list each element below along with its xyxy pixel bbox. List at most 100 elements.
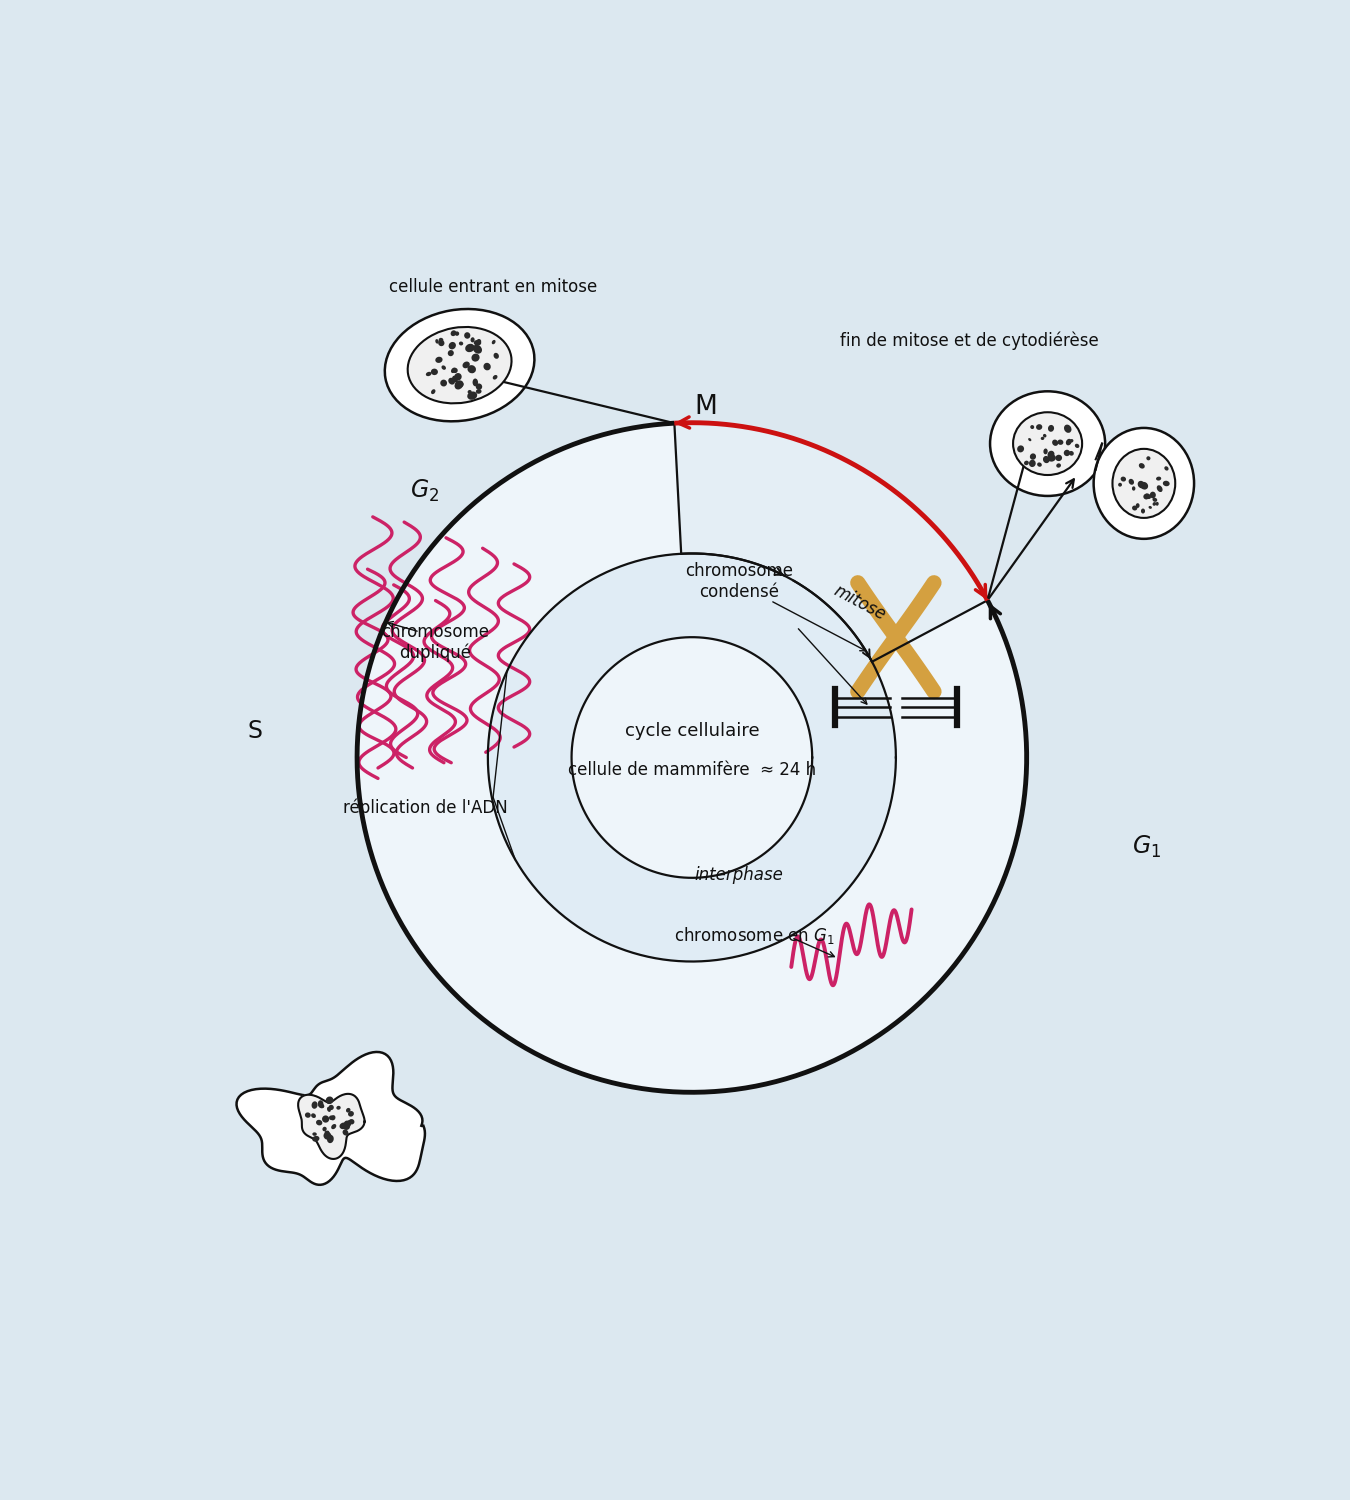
Ellipse shape: [472, 345, 482, 354]
Ellipse shape: [323, 1126, 327, 1131]
Ellipse shape: [440, 380, 447, 387]
Ellipse shape: [336, 1106, 340, 1110]
Ellipse shape: [1030, 453, 1035, 460]
Polygon shape: [298, 1094, 365, 1160]
Ellipse shape: [466, 333, 470, 338]
Ellipse shape: [425, 372, 432, 376]
Ellipse shape: [990, 392, 1106, 496]
Text: $G_2$: $G_2$: [410, 477, 440, 504]
Ellipse shape: [455, 332, 459, 336]
Ellipse shape: [471, 354, 479, 362]
Ellipse shape: [431, 369, 437, 375]
Ellipse shape: [1048, 450, 1054, 459]
Ellipse shape: [1075, 444, 1080, 448]
Ellipse shape: [454, 374, 462, 381]
Ellipse shape: [1048, 424, 1054, 432]
Ellipse shape: [346, 1108, 351, 1113]
Ellipse shape: [448, 378, 455, 384]
Ellipse shape: [435, 357, 443, 363]
Text: fin de mitose et de cytodiérèse: fin de mitose et de cytodiérèse: [840, 332, 1099, 351]
Text: réplication de l'ADN: réplication de l'ADN: [343, 798, 508, 818]
Text: cellule de mammifère  ≈ 24 h: cellule de mammifère ≈ 24 h: [568, 760, 815, 778]
Ellipse shape: [467, 392, 477, 400]
Ellipse shape: [327, 1131, 329, 1136]
Ellipse shape: [319, 1102, 324, 1108]
Ellipse shape: [474, 340, 481, 345]
Ellipse shape: [448, 350, 454, 355]
Ellipse shape: [1150, 492, 1156, 498]
Ellipse shape: [1025, 460, 1029, 465]
Ellipse shape: [1094, 427, 1193, 538]
Text: M: M: [694, 394, 717, 420]
Text: chromosome en $G_1$: chromosome en $G_1$: [674, 926, 836, 946]
Ellipse shape: [1069, 452, 1073, 456]
Ellipse shape: [1164, 466, 1169, 471]
Ellipse shape: [1069, 440, 1073, 442]
Ellipse shape: [1149, 506, 1152, 509]
Ellipse shape: [312, 1101, 317, 1108]
Ellipse shape: [331, 1124, 336, 1130]
Ellipse shape: [1120, 477, 1126, 482]
Ellipse shape: [324, 1131, 329, 1136]
Ellipse shape: [451, 368, 456, 374]
Ellipse shape: [472, 378, 478, 387]
Ellipse shape: [1131, 486, 1135, 490]
Ellipse shape: [1030, 424, 1034, 429]
Ellipse shape: [1129, 478, 1134, 484]
Ellipse shape: [1157, 486, 1162, 492]
Ellipse shape: [1141, 509, 1145, 513]
Ellipse shape: [455, 381, 463, 390]
Text: cycle cellulaire: cycle cellulaire: [625, 723, 759, 741]
Text: S: S: [247, 720, 262, 744]
Ellipse shape: [464, 332, 470, 339]
Ellipse shape: [339, 1122, 347, 1130]
Ellipse shape: [331, 1114, 335, 1120]
Text: interphase: interphase: [694, 865, 783, 883]
Polygon shape: [487, 554, 896, 962]
Text: cellule entrant en mitose: cellule entrant en mitose: [389, 278, 597, 296]
Ellipse shape: [477, 339, 481, 344]
Ellipse shape: [1029, 459, 1035, 466]
Ellipse shape: [491, 340, 495, 345]
Ellipse shape: [1037, 462, 1042, 466]
Ellipse shape: [1056, 464, 1061, 468]
Ellipse shape: [310, 1113, 316, 1118]
Ellipse shape: [1162, 480, 1169, 486]
Text: $G_1$: $G_1$: [1133, 834, 1161, 860]
Ellipse shape: [1146, 456, 1150, 460]
Ellipse shape: [348, 1112, 354, 1116]
Ellipse shape: [327, 1134, 332, 1140]
Ellipse shape: [459, 342, 463, 345]
Ellipse shape: [1138, 482, 1145, 489]
Text: chromosome
dupliqué: chromosome dupliqué: [382, 622, 490, 662]
Ellipse shape: [1156, 503, 1158, 506]
Ellipse shape: [1029, 438, 1031, 441]
Ellipse shape: [467, 364, 477, 374]
Ellipse shape: [494, 352, 499, 358]
Ellipse shape: [1052, 440, 1058, 446]
Ellipse shape: [1012, 413, 1083, 476]
Ellipse shape: [1153, 503, 1156, 506]
Ellipse shape: [327, 1098, 331, 1104]
Ellipse shape: [1133, 506, 1137, 510]
Ellipse shape: [441, 366, 446, 370]
Ellipse shape: [452, 375, 458, 382]
Ellipse shape: [385, 309, 535, 422]
Ellipse shape: [439, 338, 443, 342]
Ellipse shape: [312, 1132, 317, 1136]
Ellipse shape: [327, 1107, 331, 1112]
Ellipse shape: [1143, 494, 1149, 500]
Ellipse shape: [328, 1106, 333, 1110]
Polygon shape: [236, 1052, 425, 1185]
Ellipse shape: [312, 1136, 320, 1142]
Ellipse shape: [431, 388, 436, 394]
Ellipse shape: [1056, 454, 1062, 460]
Text: chromosome
condensé: chromosome condensé: [684, 562, 792, 602]
Polygon shape: [675, 423, 987, 662]
Text: mitose: mitose: [830, 582, 888, 624]
Ellipse shape: [348, 1119, 355, 1125]
Ellipse shape: [305, 1113, 310, 1118]
Polygon shape: [358, 423, 1027, 1092]
Ellipse shape: [1145, 494, 1152, 500]
Ellipse shape: [1017, 446, 1025, 453]
